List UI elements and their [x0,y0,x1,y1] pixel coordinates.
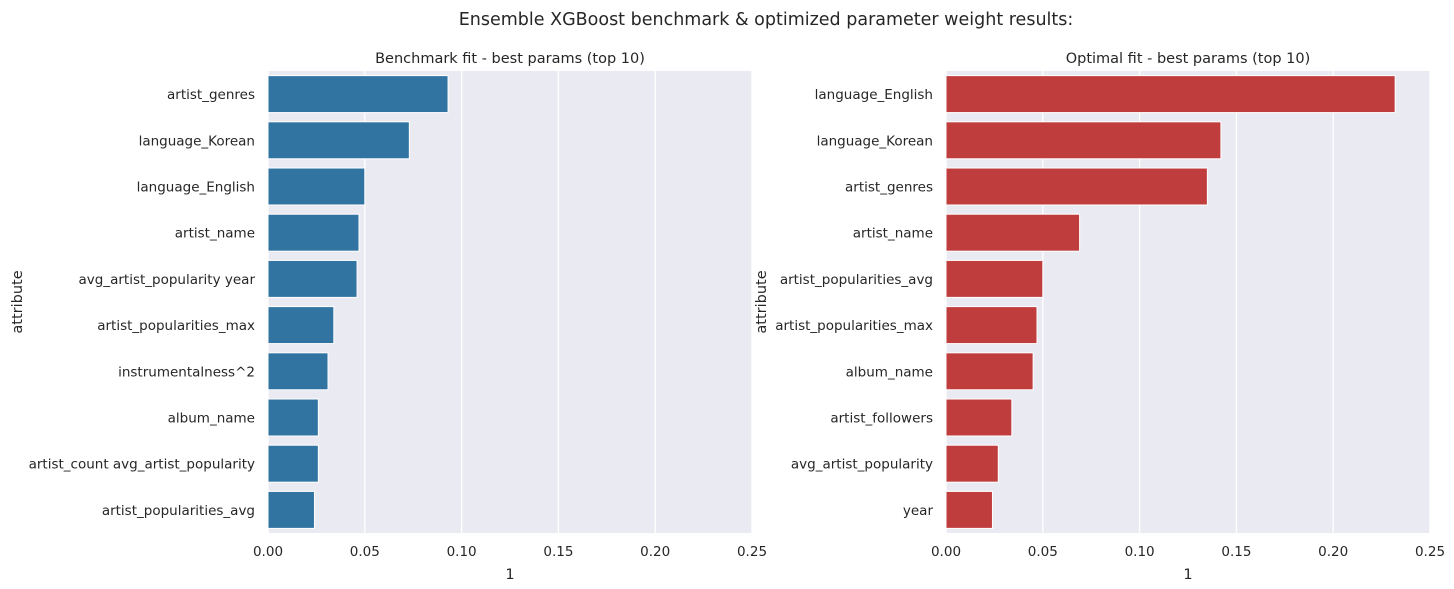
y-tick-label: artist_popularities_avg [102,503,255,519]
y-tick-label: instrumentalness^2 [118,364,255,380]
y-tick-label: avg_artist_popularity [791,457,933,473]
x-axis-label: 1 [505,567,514,583]
x-tick-label: 0.10 [447,544,477,560]
x-tick-label: 0.15 [1221,544,1251,560]
figure-title: Ensemble XGBoost benchmark & optimized p… [459,10,1074,30]
chart-title: Optimal fit - best params (top 10) [1066,51,1311,67]
bar [945,121,1222,160]
y-axis-label: attribute [754,270,770,333]
y-axis-label: attribute [10,270,26,333]
y-tick-label: artist_popularities_avg [780,272,933,288]
bar [945,490,993,529]
x-tick-label: 0.00 [931,544,961,560]
y-tick-label: artist_name [853,226,933,242]
bar [267,167,366,206]
bar [267,259,358,298]
x-tick-label: 0.20 [1318,544,1348,560]
bar [267,121,410,160]
y-tick-label: artist_popularities_max [775,318,933,334]
y-tick-label: album_name [168,411,255,427]
x-tick-label: 0.10 [1125,544,1155,560]
y-tick-label: artist_genres [167,87,255,103]
bar [267,490,315,529]
bar [945,213,1081,252]
y-tick-label: artist_count avg_artist_popularity [29,457,255,473]
bar [945,75,1396,114]
y-tick-label: year [903,503,934,519]
bar [267,352,329,391]
bar [945,444,999,483]
x-tick-label: 0.25 [1415,544,1445,560]
x-tick-label: 0.25 [737,544,767,560]
y-tick-label: artist_name [175,226,255,242]
bar [945,306,1038,345]
x-tick-label: 0.00 [253,544,283,560]
bar [945,167,1208,206]
y-tick-label: language_Korean [817,133,933,149]
bar [267,75,449,114]
x-tick-label: 0.05 [1028,544,1058,560]
y-tick-label: artist_popularities_max [97,318,255,334]
x-tick-label: 0.05 [350,544,380,560]
y-tick-label: avg_artist_popularity year [79,272,256,288]
y-tick-label: artist_genres [845,180,933,196]
y-tick-label: album_name [846,364,933,380]
bar [945,352,1034,391]
benchmark-chart: 0.00 0.05 0.10 0.15 0.20 0.25 artist_genresla… [10,51,767,583]
y-tick-label: artist_followers [830,411,933,427]
bar [267,398,319,437]
bar [267,444,319,483]
y-tick-label: language_English [815,87,933,103]
optimal-chart: 0.00 0.05 0.10 0.15 0.20 0.25 language_Englis… [754,51,1445,583]
chart-title: Benchmark fit - best params (top 10) [375,51,645,67]
bar [945,259,1044,298]
x-tick-label: 0.20 [640,544,670,560]
x-tick-label: 0.15 [543,544,573,560]
x-axis-label: 1 [1183,567,1192,583]
bar [945,398,1013,437]
bar [267,306,335,345]
bar [267,213,360,252]
y-tick-label: language_Korean [139,133,255,149]
y-tick-label: language_English [137,180,255,196]
